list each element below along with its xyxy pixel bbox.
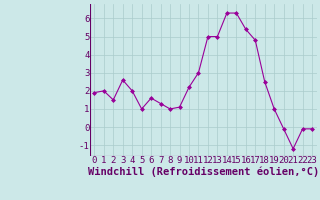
- X-axis label: Windchill (Refroidissement éolien,°C): Windchill (Refroidissement éolien,°C): [88, 166, 319, 177]
